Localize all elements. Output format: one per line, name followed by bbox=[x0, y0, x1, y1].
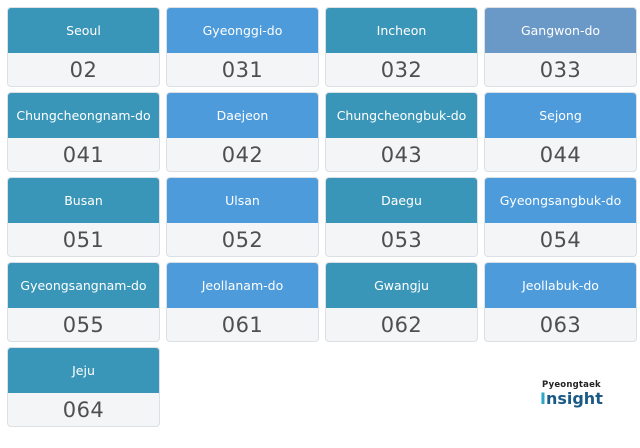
region-name: Chungcheongnam-do bbox=[8, 93, 159, 138]
area-code: 044 bbox=[539, 142, 582, 167]
area-code: 032 bbox=[380, 57, 423, 82]
region-name: Incheon bbox=[326, 8, 477, 53]
region-name: Ulsan bbox=[167, 178, 318, 223]
area-code: 031 bbox=[221, 57, 264, 82]
area-code-grid: Seoul 02 Gyeonggi-do 031 Incheon 032 Gan… bbox=[7, 7, 637, 427]
region-name: Jeollabuk-do bbox=[485, 263, 636, 308]
area-card-jeollabuk: Jeollabuk-do 063 bbox=[484, 262, 637, 342]
area-card-gyeonggi: Gyeonggi-do 031 bbox=[166, 7, 319, 87]
area-code: 064 bbox=[62, 397, 105, 422]
area-card-gwangju: Gwangju 062 bbox=[325, 262, 478, 342]
area-code: 053 bbox=[380, 227, 423, 252]
region-name: Gwangju bbox=[326, 263, 477, 308]
region-name: Daejeon bbox=[167, 93, 318, 138]
brand-logo-rest: nsight bbox=[545, 389, 603, 408]
region-name: Jeju bbox=[8, 348, 159, 393]
region-name: Gangwon-do bbox=[485, 8, 636, 53]
brand-logo: Pyeongtaek Insight bbox=[540, 380, 603, 408]
area-code: 033 bbox=[539, 57, 582, 82]
region-name: Seoul bbox=[8, 8, 159, 53]
area-code: 02 bbox=[69, 57, 98, 82]
region-name: Sejong bbox=[485, 93, 636, 138]
region-name: Busan bbox=[8, 178, 159, 223]
area-code: 042 bbox=[221, 142, 264, 167]
region-name: Chungcheongbuk-do bbox=[326, 93, 477, 138]
area-card-gyeongsangnam: Gyeongsangnam-do 055 bbox=[7, 262, 160, 342]
area-code: 043 bbox=[380, 142, 423, 167]
brand-logo-top: Pyeongtaek bbox=[542, 380, 601, 390]
area-card-chungcheongnam: Chungcheongnam-do 041 bbox=[7, 92, 160, 172]
area-card-chungcheongbuk: Chungcheongbuk-do 043 bbox=[325, 92, 478, 172]
region-name: Gyeongsangbuk-do bbox=[485, 178, 636, 223]
area-code: 062 bbox=[380, 312, 423, 337]
area-card-sejong: Sejong 044 bbox=[484, 92, 637, 172]
brand-logo-main: Insight bbox=[540, 389, 603, 408]
area-code: 054 bbox=[539, 227, 582, 252]
area-code: 052 bbox=[221, 227, 264, 252]
region-name: Jeollanam-do bbox=[167, 263, 318, 308]
area-card-gangwon: Gangwon-do 033 bbox=[484, 7, 637, 87]
brand-logo-initial: I bbox=[540, 389, 546, 408]
area-card-daejeon: Daejeon 042 bbox=[166, 92, 319, 172]
region-name: Gyeongsangnam-do bbox=[8, 263, 159, 308]
area-card-jeollanam: Jeollanam-do 061 bbox=[166, 262, 319, 342]
area-card-ulsan: Ulsan 052 bbox=[166, 177, 319, 257]
area-card-daegu: Daegu 053 bbox=[325, 177, 478, 257]
area-card-jeju: Jeju 064 bbox=[7, 347, 160, 427]
area-code: 041 bbox=[62, 142, 105, 167]
region-name: Gyeonggi-do bbox=[167, 8, 318, 53]
area-card-gyeongsangbuk: Gyeongsangbuk-do 054 bbox=[484, 177, 637, 257]
area-code: 051 bbox=[62, 227, 105, 252]
area-card-seoul: Seoul 02 bbox=[7, 7, 160, 87]
area-card-incheon: Incheon 032 bbox=[325, 7, 478, 87]
region-name: Daegu bbox=[326, 178, 477, 223]
area-code: 055 bbox=[62, 312, 105, 337]
area-card-busan: Busan 051 bbox=[7, 177, 160, 257]
area-code: 061 bbox=[221, 312, 264, 337]
area-code: 063 bbox=[539, 312, 582, 337]
